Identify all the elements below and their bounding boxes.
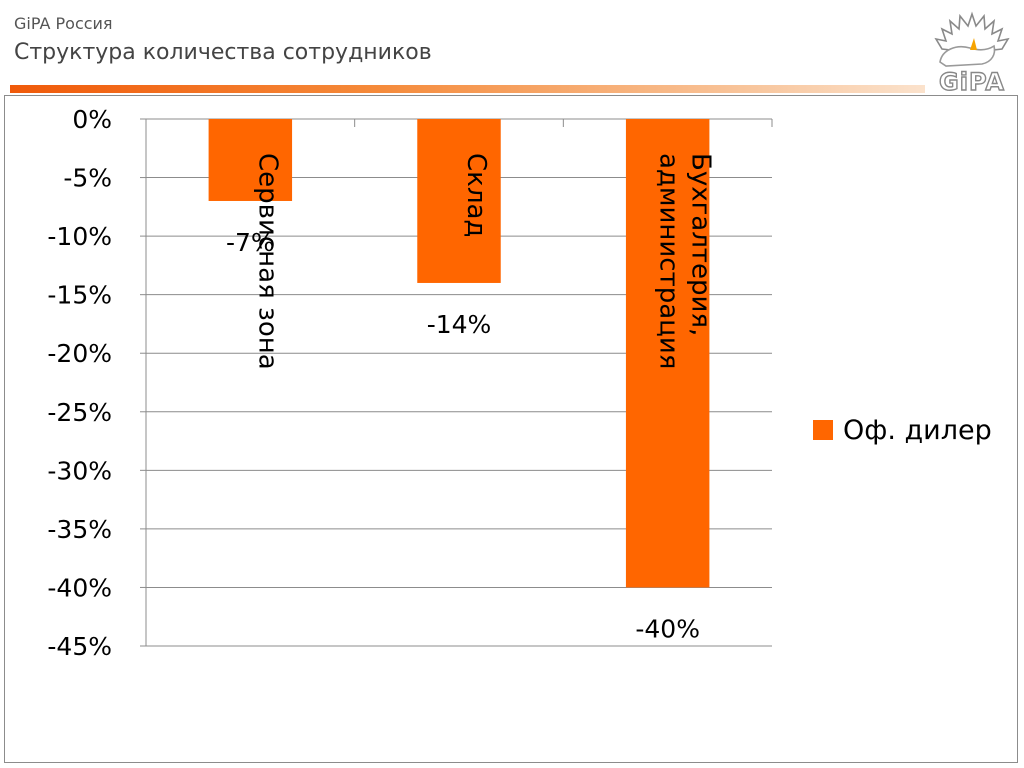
slide-title: Структура количества сотрудников <box>14 40 432 65</box>
data-label: -14% <box>427 310 492 339</box>
bar-series-of-dealer <box>208 119 710 588</box>
y-tick-label: -10% <box>47 222 112 251</box>
chart-frame <box>4 95 1018 763</box>
rhino-horn-icon <box>970 38 977 50</box>
y-tick-label: -20% <box>47 339 112 368</box>
legend-label: Оф. дилер <box>843 414 992 446</box>
bar <box>417 119 501 283</box>
category-label: Склад <box>461 153 491 237</box>
data-labels: -7% -14% -40% <box>226 228 700 643</box>
y-tick-label: -30% <box>47 456 112 485</box>
y-tick-label: -5% <box>63 164 112 193</box>
category-label: Бухгалтерия, <box>686 153 716 336</box>
y-tick-label: -35% <box>47 515 112 544</box>
data-label: -7% <box>226 228 275 257</box>
legend-swatch <box>813 420 833 440</box>
category-labels: Сервисная зона Склад Бухгалтерия,администр… <box>252 153 715 370</box>
y-tick-label: -40% <box>47 573 112 602</box>
category-label: администрация <box>654 153 684 369</box>
rhino-icon <box>939 44 996 67</box>
slide-header: GiPA Россия Структура количества сотрудн… <box>0 0 1024 96</box>
y-tick-label: 0% <box>72 105 112 134</box>
header-accent-line <box>10 85 925 93</box>
logo-text: GiPA <box>939 68 1005 96</box>
y-tick-label: -15% <box>47 281 112 310</box>
data-label: -40% <box>635 614 700 643</box>
bar <box>625 119 710 588</box>
y-tick-label: -25% <box>47 398 112 427</box>
chart-legend: Оф. дилер <box>813 414 992 446</box>
y-axis-ticks: 0% -5% -10% -15% -20% -25% -30% -35% -40% -45% <box>47 105 146 661</box>
y-tick-label: -45% <box>47 632 112 661</box>
category-label: Сервисная зона <box>252 153 282 370</box>
organization-name: GiPA Россия <box>14 14 113 33</box>
bar <box>208 119 293 201</box>
gipa-logo: GiPA <box>934 11 1010 96</box>
